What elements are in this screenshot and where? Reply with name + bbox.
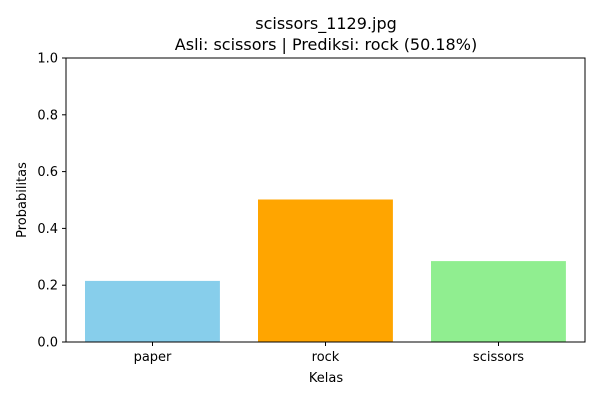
chart-title: scissors_1129.jpg (255, 14, 397, 34)
y-tick-label: 0.4 (37, 222, 58, 237)
y-tick-label: 0.8 (37, 108, 58, 123)
y-tick-label: 0.0 (37, 336, 58, 351)
bar-paper (85, 280, 220, 342)
x-tick-label: scissors (473, 350, 524, 365)
plot-frame (65, 57, 586, 343)
x-tick-label: paper (134, 350, 172, 365)
bar-scissors (431, 261, 566, 342)
x-tick-label: rock (312, 350, 340, 365)
y-axis: 0.0 0.2 0.4 0.6 0.8 1.0 (37, 52, 66, 351)
x-axis: paper rock scissors (134, 342, 524, 365)
bars-group (85, 199, 566, 342)
y-axis-label: Probabilitas (15, 162, 30, 238)
y-tick-label: 0.2 (37, 279, 58, 294)
x-axis-label: Kelas (309, 371, 343, 386)
y-tick-label: 1.0 (37, 52, 58, 67)
chart-subtitle: Asli: scissors | Prediksi: rock (50.18%) (175, 35, 477, 54)
y-tick-label: 0.6 (37, 165, 58, 180)
bar-rock (258, 199, 393, 342)
